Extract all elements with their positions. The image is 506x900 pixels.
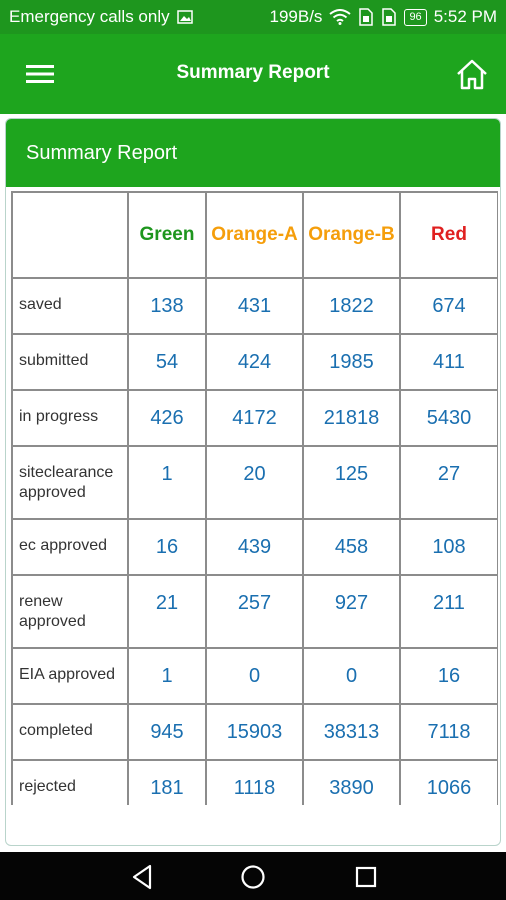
table-cell: 426 [127,389,207,447]
row-label: saved [11,277,129,335]
summary-table: Green Orange-A Orange-B Red saved 138 431 1… [11,191,498,805]
table-row: renew approved 21 257 927 211 [11,574,498,649]
table-cell: 5430 [399,389,498,447]
table-cell: 108 [399,518,498,576]
image-notification-icon [176,9,193,25]
table-header-row: Green Orange-A Orange-B Red [11,191,498,279]
table-cell: 458 [302,518,401,576]
row-label: EIA approved [11,647,129,705]
table-row: in progress 426 4172 21818 5430 [11,389,498,447]
table-row: saved 138 431 1822 674 [11,277,498,335]
table-cell: 1 [127,647,207,705]
row-label: renew approved [11,574,129,649]
row-label: completed [11,703,129,761]
app-bar: Summary Report [0,34,506,114]
home-circle-icon [241,865,265,889]
table-cell: 54 [127,333,207,391]
table-cell: 945 [127,703,207,761]
summary-table-scroll[interactable]: Green Orange-A Orange-B Red saved 138 431 1… [11,191,498,805]
clock: 5:52 PM [433,7,497,26]
table-cell: 21 [127,574,207,649]
home-button[interactable] [450,52,494,96]
wifi-icon [329,9,352,25]
table-cell: 21818 [302,389,401,447]
network-speed: 199B/s [269,7,323,26]
table-cell: 1822 [302,277,401,335]
header-green: Green [127,191,207,279]
back-triangle-icon [132,864,152,890]
table-cell: 16 [127,518,207,576]
table-row: ec approved 16 439 458 108 [11,518,498,576]
table-cell: 0 [302,647,401,705]
row-label: ec approved [11,518,129,576]
row-label: rejected [11,759,129,805]
app-title: Summary Report [176,62,330,83]
table-cell: 927 [302,574,401,649]
battery-level: 96 [409,11,422,23]
table-cell: 424 [205,333,304,391]
table-row: rejected 181 1118 3890 1066 [11,759,498,805]
table-cell: 15903 [205,703,304,761]
table-cell: 257 [205,574,304,649]
carrier-text: Emergency calls only [9,7,170,26]
home-icon [457,59,487,90]
table-cell: 138 [127,277,207,335]
table-cell: 411 [399,333,498,391]
header-orange-b: Orange-B [302,191,401,279]
back-button[interactable] [122,860,162,894]
battery-icon: 96 [404,8,427,26]
home-nav-button[interactable] [233,860,273,894]
header-empty [11,191,129,279]
header-red: Red [399,191,498,279]
recents-button[interactable] [346,860,386,894]
recents-square-icon [355,866,377,888]
table-cell: 1066 [399,759,498,805]
table-cell: 3890 [302,759,401,805]
sim-card-icon [358,8,374,26]
table-cell: 16 [399,647,498,705]
table-row: siteclearance approved 1 20 125 27 [11,445,498,520]
table-cell: 38313 [302,703,401,761]
table-cell: 0 [205,647,304,705]
menu-button[interactable] [14,54,66,94]
hamburger-menu-icon [26,65,54,83]
table-cell: 181 [127,759,207,805]
sim-card-2-icon [381,8,397,26]
table-cell: 27 [399,445,498,520]
row-label: in progress [11,389,129,447]
table-cell: 4172 [205,389,304,447]
table-row: completed 945 15903 38313 7118 [11,703,498,761]
table-cell: 7118 [399,703,498,761]
table-cell: 125 [302,445,401,520]
table-cell: 439 [205,518,304,576]
row-label: submitted [11,333,129,391]
table-cell: 1118 [205,759,304,805]
table-row: EIA approved 1 0 0 16 [11,647,498,705]
status-bar: Emergency calls only 199B/s 96 5:52 PM [0,0,506,34]
header-orange-a: Orange-A [205,191,304,279]
table-cell: 674 [399,277,498,335]
navigation-bar [0,852,506,900]
table-cell: 1 [127,445,207,520]
table-cell: 20 [205,445,304,520]
card-header: Summary Report [6,119,500,187]
table-row: submitted 54 424 1985 411 [11,333,498,391]
table-cell: 1985 [302,333,401,391]
table-cell: 211 [399,574,498,649]
row-label: siteclearance approved [11,445,129,520]
table-cell: 431 [205,277,304,335]
summary-card: Summary Report Green Orange-A Orange-B R… [5,118,501,846]
